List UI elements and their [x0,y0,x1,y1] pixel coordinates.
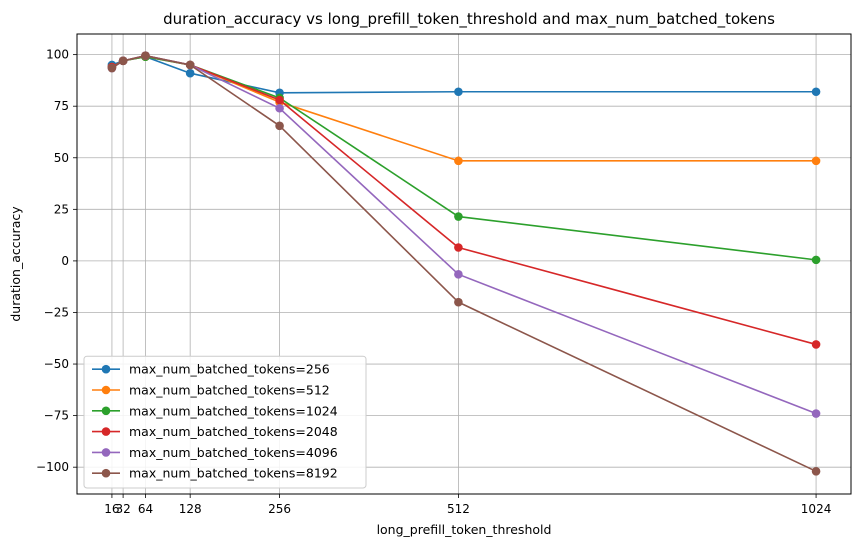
legend-item: max_num_batched_tokens=256 [92,362,330,377]
grid-layer [77,34,851,494]
y-tick-label: −50 [44,357,69,371]
data-point [107,63,117,73]
series-layer [107,51,821,476]
series-group [107,52,821,166]
y-tick-label: 0 [61,254,69,268]
y-tick-label: 50 [54,151,69,165]
data-point [185,60,195,70]
y-tick-label: −100 [36,460,69,474]
data-point [185,68,195,78]
x-tick-label: 64 [138,502,153,516]
chart-title: duration_accuracy vs long_prefill_token_… [163,10,775,29]
y-tick-label: −25 [44,305,69,319]
data-point [811,467,821,476]
y-tick-label: −75 [44,409,69,423]
y-tick-label: 100 [46,48,69,62]
data-point [275,121,284,131]
x-tick-label: 256 [268,502,291,516]
data-point [454,212,463,221]
x-tick-label: 128 [179,502,202,516]
data-point [454,243,463,252]
plot-frame [76,33,852,495]
y-tick-label: 25 [54,202,69,216]
legend-item: max_num_batched_tokens=4096 [92,445,338,460]
data-point [141,51,150,60]
data-point [811,340,821,349]
data-point [811,156,821,166]
data-point [454,297,463,307]
series-line [111,55,817,162]
y-axis-label: duration_accuracy [8,206,23,322]
data-point [454,156,463,166]
legend-marker [101,385,111,395]
legend-label: max_num_batched_tokens=2048 [129,424,338,439]
x-tick-label: 512 [447,502,470,516]
data-point [811,87,821,97]
series-line [111,54,817,346]
legend-label: max_num_batched_tokens=256 [129,362,330,377]
legend-item: max_num_batched_tokens=1024 [92,403,338,418]
legend-label: max_num_batched_tokens=8192 [129,466,338,481]
legend-box [83,355,367,489]
legend-marker [101,468,111,478]
x-tick-label: 32 [115,502,130,516]
legend-item: max_num_batched_tokens=2048 [92,424,338,439]
legend-label: max_num_batched_tokens=512 [129,383,330,398]
data-point [275,95,284,105]
legend-item: max_num_batched_tokens=8192 [92,466,338,481]
x-axis-label: long_prefill_token_threshold [377,522,552,537]
data-point [275,103,284,113]
legend-marker [101,427,111,436]
x-tick-label: 16 [104,502,119,516]
data-point [454,270,463,279]
series-group [107,52,821,265]
legend-marker [101,448,111,457]
y-tick-label: 75 [54,99,69,113]
legend: max_num_batched_tokens=256 max_num_batche… [83,355,367,489]
data-point [454,87,463,97]
series-group [107,51,821,476]
data-point [811,409,821,418]
legend-label: max_num_batched_tokens=1024 [129,403,338,418]
series-line [111,55,817,261]
data-point [118,56,128,66]
data-point [811,255,821,265]
legend-item: max_num_batched_tokens=512 [92,383,330,398]
legend-marker [101,406,111,416]
legend-marker [101,364,111,374]
legend-label: max_num_batched_tokens=4096 [129,445,338,460]
x-tick-label: 1024 [801,502,832,516]
